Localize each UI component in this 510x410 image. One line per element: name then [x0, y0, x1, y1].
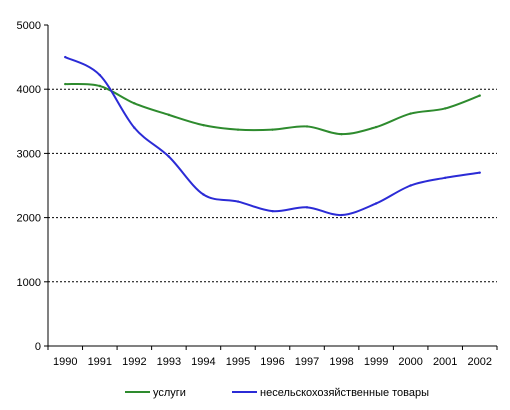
y-tick-label: 2000: [17, 213, 41, 225]
data-point-series-2: [202, 193, 205, 196]
x-tick-label: 1997: [295, 356, 319, 368]
data-point-series-1: [340, 132, 343, 136]
data-point-series-2: [478, 171, 481, 174]
x-tick-label: 1995: [226, 356, 250, 368]
data-point-series-2: [64, 55, 67, 59]
data-point-series-2: [271, 209, 274, 213]
y-tick-label: 3000: [17, 148, 41, 160]
data-point-series-2: [443, 176, 447, 179]
data-point-series-1: [409, 112, 412, 115]
x-tick-label: 1994: [191, 356, 215, 368]
x-tick-label: 2000: [398, 356, 422, 368]
data-point-series-1: [443, 107, 447, 110]
data-point-series-1: [478, 94, 481, 97]
data-point-series-1: [271, 128, 274, 131]
data-point-series-1: [305, 125, 309, 128]
series-line-1: [65, 82, 481, 136]
x-tick-label: 1998: [329, 356, 353, 368]
y-tick-label: 5000: [17, 20, 41, 32]
data-point-series-2: [409, 184, 412, 187]
data-point-series-1: [133, 102, 136, 105]
x-tick-label: 1996: [260, 356, 284, 368]
data-point-series-2: [305, 206, 309, 209]
data-point-series-1: [64, 82, 67, 86]
data-point-series-2: [167, 155, 171, 158]
y-tick-label: 4000: [17, 84, 41, 96]
data-point-series-2: [340, 213, 343, 217]
data-point-series-2: [374, 202, 378, 205]
y-tick-label: 1000: [17, 277, 41, 289]
data-point-series-1: [98, 84, 102, 88]
x-tick-label: 1990: [53, 356, 77, 368]
data-point-series-1: [167, 113, 171, 117]
data-point-series-1: [236, 128, 240, 131]
y-tick-label: 0: [35, 341, 41, 353]
legend-label-1: услуги: [153, 387, 186, 399]
series-line-2: [64, 56, 480, 217]
x-tick-label: 1993: [157, 356, 181, 368]
data-point-series-2: [133, 126, 136, 129]
data-point-series-2: [98, 73, 102, 77]
data-point-series-1: [202, 123, 205, 127]
x-tick-label: 2001: [433, 356, 457, 368]
data-point-series-1: [374, 125, 378, 129]
legend-label-2: несельскохозяйственные товары: [260, 387, 429, 399]
x-tick-label: 1991: [88, 356, 112, 368]
x-tick-label: 1999: [364, 356, 388, 368]
x-tick-label: 2002: [467, 356, 491, 368]
data-point-series-2: [236, 200, 240, 203]
x-tick-label: 1992: [122, 356, 146, 368]
